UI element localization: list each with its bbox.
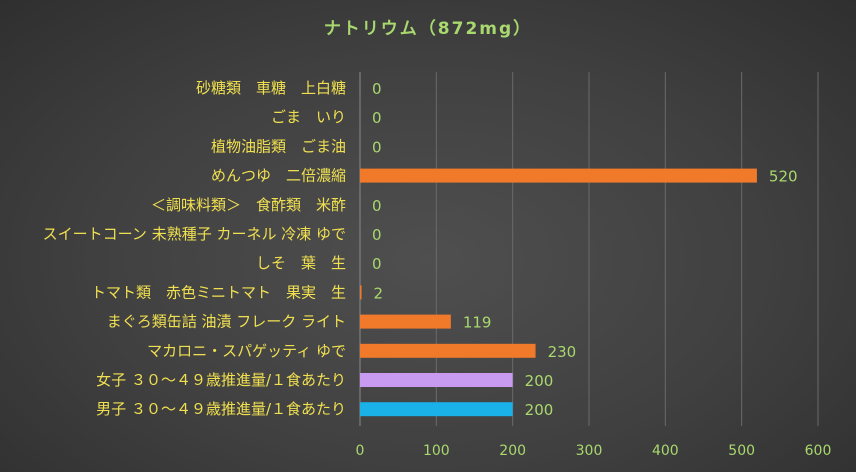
data-label: 200 bbox=[525, 372, 554, 390]
category-label: 男子 ３０～４９歳推進量/１食あたり bbox=[96, 400, 346, 418]
bar bbox=[360, 285, 362, 300]
category-label: 女子 ３０～４９歳推進量/１食あたり bbox=[96, 371, 346, 389]
data-label: 0 bbox=[372, 109, 382, 127]
data-label: 119 bbox=[463, 314, 492, 332]
category-label: トマト類 赤色ミニトマト 果実 生 bbox=[91, 283, 346, 301]
category-label: 植物油脂類 ごま油 bbox=[211, 137, 346, 155]
data-label: 200 bbox=[525, 401, 554, 419]
category-label: まぐろ類缶詰 油漬 フレーク ライト bbox=[107, 313, 346, 331]
bar bbox=[360, 373, 513, 387]
data-label: 2 bbox=[374, 284, 384, 302]
data-label: 0 bbox=[372, 138, 382, 156]
x-tick-label: 100 bbox=[423, 443, 450, 459]
category-label: ごま いり bbox=[271, 108, 346, 126]
bar bbox=[360, 343, 536, 358]
x-tick-label: 300 bbox=[576, 443, 603, 459]
data-label: 0 bbox=[372, 80, 382, 98]
data-label: 520 bbox=[769, 168, 798, 186]
data-label: 0 bbox=[372, 255, 382, 273]
x-tick-label: 200 bbox=[499, 443, 526, 459]
data-label: 0 bbox=[372, 197, 382, 215]
data-label: 0 bbox=[372, 226, 382, 244]
category-label: ＜調味料類＞ 食酢類 米酢 bbox=[151, 196, 346, 214]
category-label: 砂糖類 車糖 上白糖 bbox=[196, 79, 346, 97]
category-label: めんつゆ 二倍濃縮 bbox=[211, 167, 346, 185]
data-label: 230 bbox=[548, 343, 577, 361]
x-tick-label: 0 bbox=[356, 443, 365, 459]
bar bbox=[360, 402, 513, 417]
chart-title: ナトリウム（872mg） bbox=[323, 19, 533, 39]
x-tick-label: 500 bbox=[728, 443, 755, 459]
bar bbox=[360, 314, 451, 329]
x-tick-label: 400 bbox=[652, 443, 679, 459]
category-label: マカロニ・スパゲッティ ゆで bbox=[147, 342, 346, 360]
x-tick-label: 600 bbox=[805, 443, 832, 459]
category-label: しそ 葉 生 bbox=[256, 254, 346, 272]
bar bbox=[360, 168, 757, 183]
category-label: スイートコーン 未熟種子 カーネル 冷凍 ゆで bbox=[43, 225, 346, 243]
